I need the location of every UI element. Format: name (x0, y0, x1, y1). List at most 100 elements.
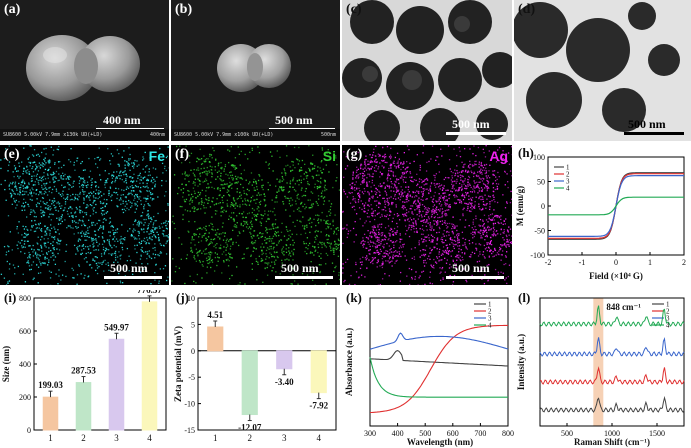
map-dot (147, 210, 149, 212)
x-tick-label: 0 (614, 258, 618, 267)
map-dot (428, 210, 430, 212)
map-dot (139, 179, 141, 181)
map-dot (498, 176, 500, 178)
map-dot (449, 203, 451, 206)
map-dot (465, 203, 467, 205)
map-dot (264, 239, 266, 241)
map-dot (456, 180, 458, 182)
map-dot (194, 192, 196, 195)
map-dot (194, 210, 196, 213)
map-dot (29, 245, 31, 247)
map-dot (31, 199, 33, 201)
map-dot (373, 242, 375, 244)
map-dot (54, 163, 56, 165)
map-dot (298, 198, 300, 200)
map-dot (146, 213, 149, 216)
map-dot (297, 193, 299, 196)
map-dot (445, 189, 447, 192)
map-dot (461, 270, 463, 272)
map-dot (500, 271, 502, 273)
map-dot (18, 165, 21, 167)
map-dot (388, 167, 390, 170)
map-dot (138, 174, 141, 176)
map-dot (485, 167, 487, 169)
map-dot (293, 280, 296, 282)
map-dot (85, 207, 87, 209)
map-dot (444, 201, 446, 203)
map-dot (364, 167, 366, 169)
map-dot (146, 257, 148, 260)
map-dot (14, 186, 16, 188)
map-dot (275, 196, 278, 199)
map-dot (44, 164, 46, 166)
map-dot (448, 197, 450, 200)
map-dot (448, 234, 450, 236)
map-dot (207, 187, 210, 189)
map-dot (191, 207, 194, 209)
map-dot (292, 244, 294, 246)
map-dot (455, 189, 457, 191)
map-dot (433, 267, 435, 269)
map-dot (403, 214, 405, 216)
map-dot (364, 210, 366, 213)
map-dot (387, 204, 389, 206)
map-dot (398, 158, 401, 160)
map-dot (323, 196, 326, 198)
map-dot (505, 201, 508, 203)
map-dot (258, 152, 261, 154)
map-dot (125, 179, 127, 182)
map-dot (131, 185, 133, 187)
map-dot (475, 163, 477, 166)
map-dot (326, 188, 328, 191)
map-dot (206, 166, 208, 169)
map-dot (333, 230, 335, 232)
map-dot (402, 195, 404, 197)
map-dot (410, 208, 412, 210)
map-dot (485, 185, 487, 187)
map-dot (228, 177, 230, 179)
map-dot (373, 225, 375, 227)
map-dot (22, 185, 24, 187)
map-dot (473, 145, 475, 147)
map-dot (397, 189, 400, 191)
map-dot (456, 237, 459, 240)
map-dot (192, 196, 194, 198)
map-dot (383, 246, 385, 248)
map-dot (187, 151, 189, 153)
map-dot (249, 151, 251, 153)
map-dot (52, 255, 54, 257)
map-dot (202, 181, 204, 183)
map-dot (441, 266, 444, 269)
map-dot (39, 176, 41, 178)
map-dot (313, 167, 316, 170)
y-tick-label: 400 (19, 360, 31, 369)
map-dot (314, 165, 316, 167)
map-dot (283, 235, 286, 237)
map-dot (396, 255, 399, 257)
map-dot (17, 232, 20, 234)
map-dot (419, 169, 421, 171)
sem-info-bar: SU8600 5.00kV 7.9mm x100k UD(+LD) 500nm (171, 129, 340, 141)
map-dot (374, 215, 376, 217)
map-dot (242, 200, 244, 202)
map-dot (133, 236, 135, 238)
map-dot (129, 169, 131, 172)
map-dot (434, 176, 436, 179)
map-dot (213, 149, 215, 152)
map-dot (268, 228, 270, 230)
map-dot (357, 174, 359, 176)
map-dot (473, 252, 476, 255)
map-dot (282, 189, 284, 191)
map-dot (446, 200, 448, 202)
scale-bar (624, 132, 684, 135)
map-dot (109, 245, 112, 247)
map-dot (67, 193, 69, 196)
map-dot (200, 201, 203, 203)
map-dot (82, 179, 85, 181)
map-dot (364, 174, 366, 177)
map-dot (60, 279, 62, 281)
map-dot (398, 166, 400, 169)
map-dot (495, 151, 497, 154)
map-dot (25, 233, 27, 235)
map-dot (314, 236, 316, 239)
